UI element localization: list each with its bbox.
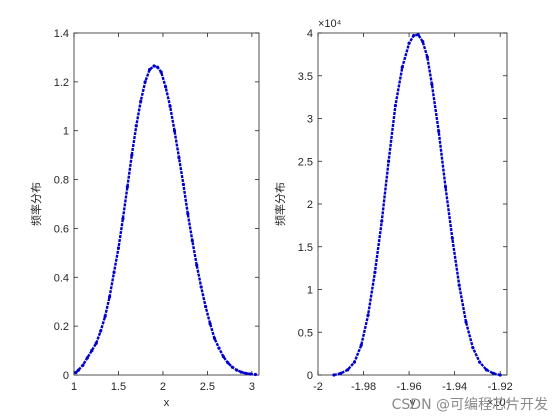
y-tick-label: 1.2 <box>54 77 69 89</box>
x-tick-label: -1.98 <box>351 381 376 393</box>
x-axis-label: y <box>410 397 416 409</box>
y-tick-label: 2.5 <box>298 156 313 168</box>
y-tick-label: 1 <box>307 285 313 297</box>
y-tick-label: 1 <box>63 126 69 138</box>
y-tick-label: 3 <box>307 114 313 126</box>
y-tick-label: 0.5 <box>298 327 313 339</box>
right-subplot: -2 -1.98 -1.96 -1.94 -1.92 0 0.5 1 1.5 2 2.5 3 3.5 4 y… <box>273 18 513 409</box>
y-tick-label: 3.5 <box>298 71 313 83</box>
x-tick-label: 2 <box>160 381 166 393</box>
axes-box <box>317 32 508 376</box>
x-tick-label: 1.5 <box>111 381 126 393</box>
y-axis-label: 频率分布 <box>273 182 287 226</box>
data-series-line <box>74 64 256 376</box>
y-tick-label: 0.8 <box>54 175 69 187</box>
y-tick-label: 0 <box>307 370 313 382</box>
data-series-line <box>333 33 501 377</box>
watermark: CSDN @可编程芯片开发 <box>391 397 548 413</box>
y-tick-label: 0.2 <box>54 321 69 333</box>
x-tick-label: -1.94 <box>442 381 467 393</box>
y-tick-label: 0.4 <box>54 272 69 284</box>
x-tick-label: 3 <box>249 381 255 393</box>
x-tick-label: 2.5 <box>200 381 215 393</box>
x-tick-label: 1 <box>71 381 77 393</box>
y-axis-multiplier: ×10⁴ <box>318 18 342 30</box>
y-tick-label: 2 <box>307 199 313 211</box>
y-tick-label: 1.4 <box>54 28 69 40</box>
y-tick-label: 0.6 <box>54 223 69 235</box>
y-tick-label: 1.5 <box>298 242 313 254</box>
y-tick-label: 0 <box>63 370 69 382</box>
y-tick-label: 4 <box>307 28 313 40</box>
y-axis-label: 频率分布 <box>29 182 43 226</box>
x-tick-label: -1.96 <box>397 381 422 393</box>
x-axis-label: x <box>164 397 170 409</box>
left-subplot: 1 1.5 2 2.5 3 0 0.2 0.4 0.6 0.8 1 1.2 1.4 x 频率分布 <box>29 28 260 409</box>
x-axis-multiplier: ×10⁴ <box>487 397 511 409</box>
x-tick-label: -1.92 <box>488 381 513 393</box>
x-tick-label: -2 <box>313 381 323 393</box>
